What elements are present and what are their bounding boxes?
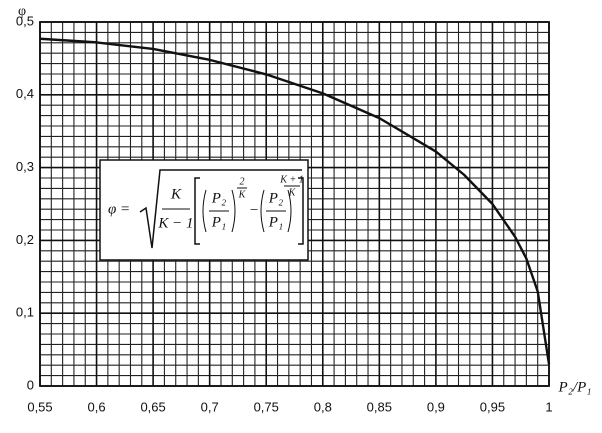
- y-tick-label: 0,4: [16, 86, 34, 101]
- x-tick-label: 0,55: [27, 399, 52, 414]
- x-tick-label: 0,75: [254, 399, 279, 414]
- formula-lhs: φ =: [108, 201, 130, 217]
- x-tick-label: 0,9: [427, 399, 445, 414]
- bracket: [298, 177, 304, 245]
- formula-text: −: [249, 202, 259, 218]
- y-tick-label: 0,1: [16, 305, 34, 320]
- formula-text: P₁: [268, 214, 283, 230]
- formula-text: 2: [240, 176, 245, 187]
- formula-text: K: [238, 189, 247, 200]
- formula: φ = K K − 1 P₂ P₁ 2 K − P₂ P₁ K + 1 K: [99, 159, 309, 261]
- formula-text: K: [288, 187, 297, 198]
- y-axis-label: φ: [18, 4, 26, 19]
- paren: [231, 189, 236, 233]
- formula-text: P₂: [268, 190, 283, 206]
- x-tick-label: 1: [545, 399, 552, 414]
- plot-frame: [39, 21, 550, 387]
- paren: [287, 189, 292, 233]
- paren: [202, 189, 207, 233]
- formula-text: K: [170, 186, 182, 202]
- formula-text: P₂: [211, 190, 226, 206]
- paren: [260, 189, 265, 233]
- sqrt-sign: [139, 169, 302, 249]
- marks: [39, 37, 551, 365]
- x-tick-label: 0,6: [88, 399, 106, 414]
- y-tick-label: 0,3: [16, 159, 34, 174]
- bracket: [194, 177, 200, 245]
- x-tick-label: 0,95: [480, 399, 505, 414]
- formula-text: K − 1: [157, 215, 193, 231]
- formula-box: [99, 159, 309, 261]
- x-tick-label: 0,85: [367, 399, 392, 414]
- y-tick-label: 0,2: [16, 232, 34, 247]
- x-tick-label: 0,65: [140, 399, 165, 414]
- y-tick-label: 0,5: [16, 13, 34, 28]
- y-tick-label: 0: [27, 377, 34, 392]
- x-tick-label: 0,8: [314, 399, 332, 414]
- formula-text: P₁: [211, 214, 226, 230]
- formula-text: K + 1: [279, 174, 303, 185]
- x-axis-label: P₂/P₁: [558, 379, 592, 395]
- x-tick-label: 0,7: [201, 399, 219, 414]
- curve: [39, 37, 551, 365]
